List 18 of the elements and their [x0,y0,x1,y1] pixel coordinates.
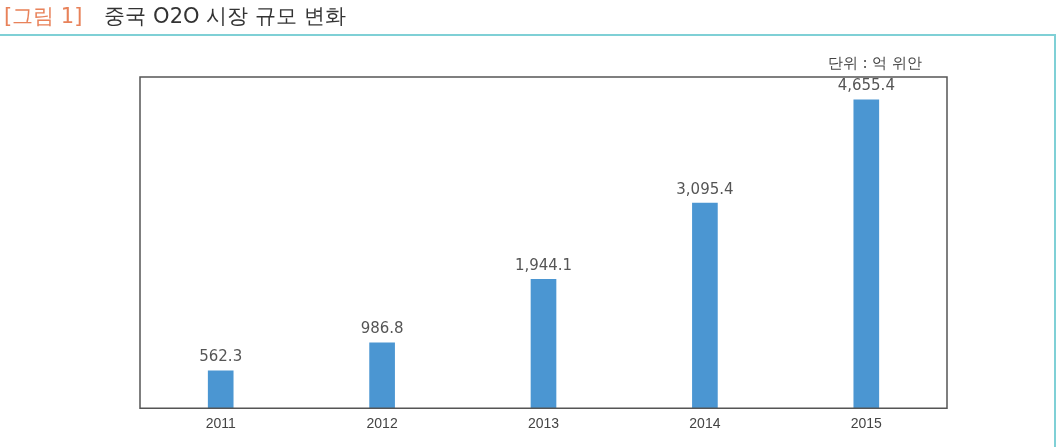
x-tick-label: 2011 [205,415,236,432]
x-tick-label: 2015 [850,415,883,432]
x-tick-label: 2013 [527,415,560,432]
data-label: 1,944.1 [514,255,573,274]
bar [692,202,718,409]
bar [853,99,880,409]
chart-title: 중국 O2O 시장 규모 변화 [104,4,346,28]
y-axis-title: 단위 : 억 위안 [827,54,922,73]
x-tick-label: 2014 [689,415,721,432]
data-label: 4,655.4 [837,76,895,95]
text: [그림 1] [4,4,83,28]
bar [530,279,557,409]
x-tick-label: 2012 [366,415,398,432]
bar [369,342,395,409]
bar [207,370,234,409]
data-label: 3,095.4 [676,179,734,198]
data-label: 986.8 [360,319,404,338]
data-label: 562.3 [199,347,243,366]
